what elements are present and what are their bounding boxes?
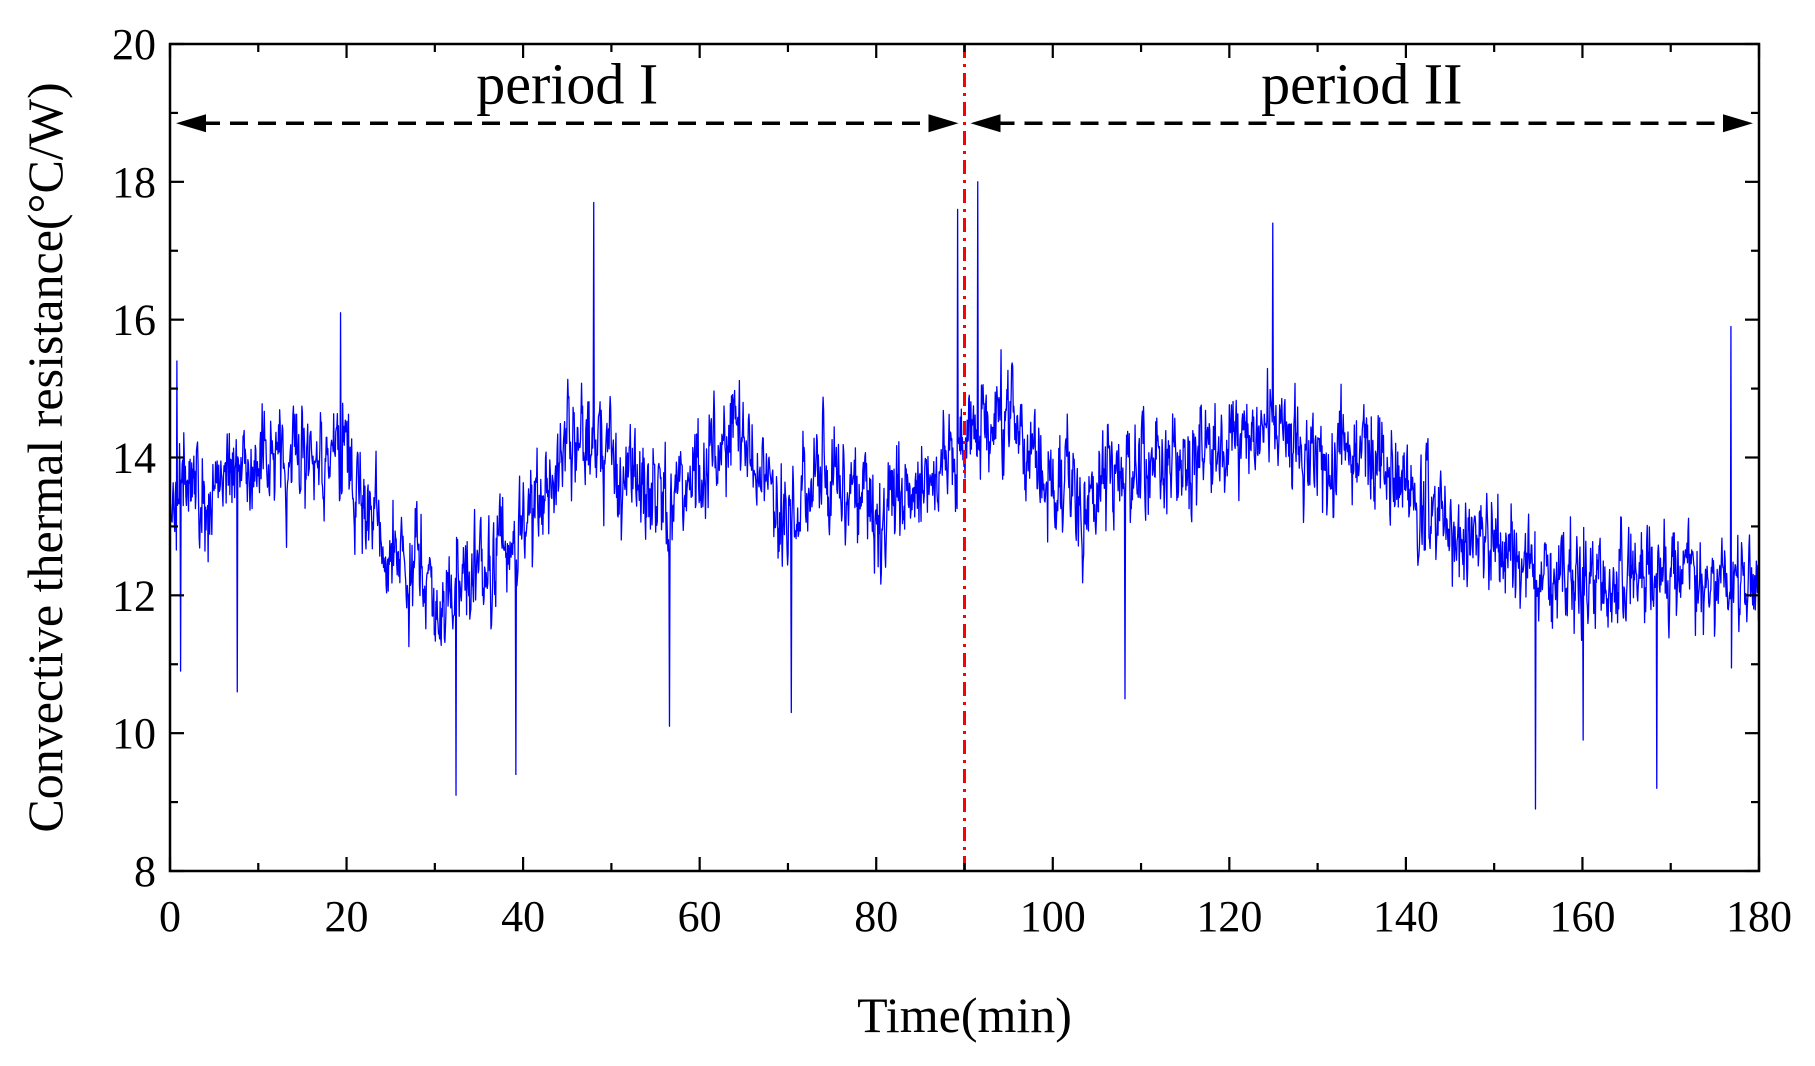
y-tick-label: 10 [112,709,156,758]
period-arrow-2 [970,114,1753,133]
x-tick-label: 160 [1549,892,1615,941]
period-arrow-head-left [970,114,1001,133]
x-tick-label: 180 [1726,892,1792,941]
period-arrow-head-right [928,114,959,133]
period-label-2: period II [1261,51,1462,116]
y-tick-label: 18 [112,158,156,207]
x-tick-label: 40 [501,892,545,941]
y-tick-label: 20 [112,20,156,69]
y-axis-title: Convective thermal resistance(°C/W) [17,82,73,832]
x-tick-label: 20 [325,892,369,941]
period-arrow-1 [176,114,959,133]
x-tick-label: 80 [854,892,898,941]
label-layer: Time(min) Convective thermal resistance(… [17,51,1462,1043]
x-tick-label: 0 [159,892,181,941]
y-tick-label: 8 [134,847,156,896]
x-tick-label: 140 [1373,892,1439,941]
y-tick-label: 16 [112,296,156,345]
y-tick-label: 14 [112,434,156,483]
x-axis-title: Time(min) [857,987,1072,1043]
x-tick-label: 60 [678,892,722,941]
y-tick-label: 12 [112,571,156,620]
y-axis: 8 10 12 14 16 18 20 [112,20,1759,896]
x-axis: 0 20 40 60 80 100 120 140 160 180 [159,44,1792,941]
x-tick-label: 120 [1196,892,1262,941]
x-tick-label: 100 [1020,892,1086,941]
period-arrow-head-left [176,114,206,133]
period-arrow-head-right [1723,114,1753,133]
period-label-1: period I [476,51,658,116]
annotation-layer [176,44,1753,871]
